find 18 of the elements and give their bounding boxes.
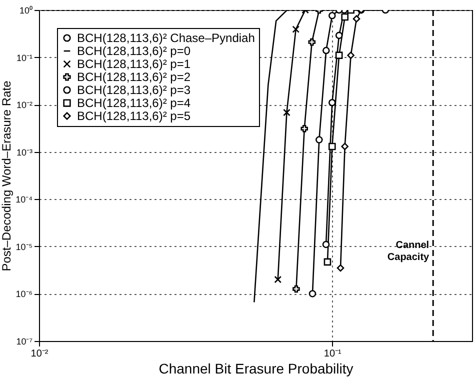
y-tick-label: 10⁻⁶ [16, 289, 33, 300]
y-tick-label: 10⁻⁵ [16, 242, 33, 252]
y-tick-label: 10⁻⁷ [16, 336, 32, 346]
legend-label: BCH(128,113,6)² Chase–Pyndiah [77, 31, 255, 45]
legend-label: BCH(128,113,6)² p=4 [77, 96, 191, 110]
x-axis-title: Channel Bit Erasure Probability [158, 360, 354, 376]
y-tick-label: 10⁻¹ [16, 52, 32, 63]
legend-label: BCH(128,113,6)² p=3 [77, 83, 191, 97]
ref-line-label: Cannel Capacity [387, 240, 430, 263]
legend-label: BCH(128,113,6)² p=1 [77, 57, 191, 71]
y-tick-label: 10⁻³ [16, 147, 32, 158]
legend-label: BCH(128,113,6)² p=2 [77, 70, 191, 84]
legend-label: BCH(128,113,6)² p=5 [77, 109, 191, 123]
y-axis-title: Post–Decoding Word–Erasure Rate [0, 80, 14, 272]
y-tick-label: 10⁻² [16, 100, 32, 110]
y-tick-label: 10⁰ [19, 6, 32, 16]
legend-label: BCH(128,113,6)² p=0 [77, 44, 191, 58]
y-tick-label: 10⁻⁴ [16, 194, 33, 205]
